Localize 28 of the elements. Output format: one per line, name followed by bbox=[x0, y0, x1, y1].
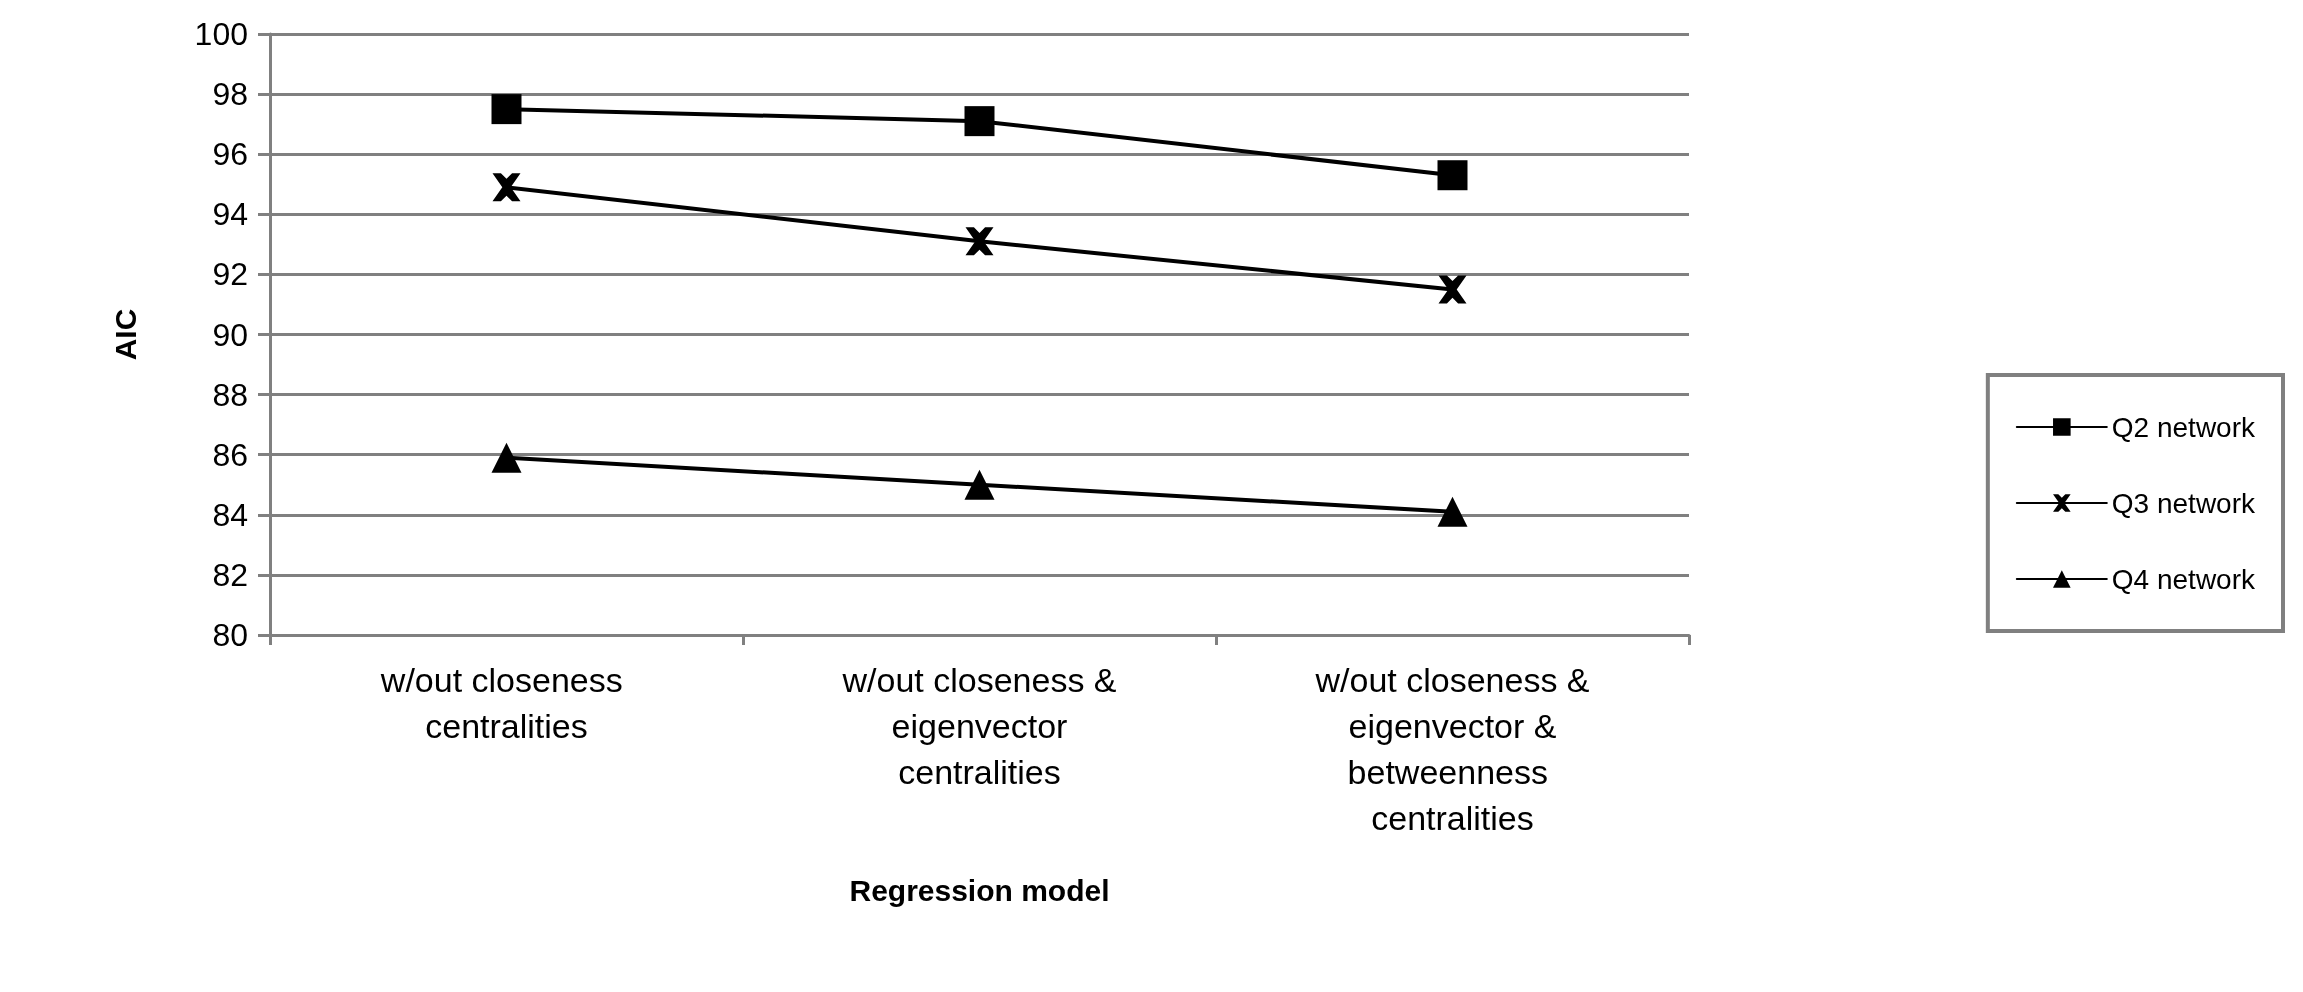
x-tick-label: w/out closeness & eigenvector centralities bbox=[841, 661, 1117, 791]
y-tick-label: 94 bbox=[212, 196, 248, 233]
point bbox=[1437, 496, 1468, 527]
y-tick-label: 96 bbox=[212, 136, 248, 173]
point bbox=[1437, 160, 1468, 191]
y-tick-label: 98 bbox=[212, 76, 248, 113]
x-tick-label: w/out closeness centralities bbox=[379, 661, 633, 745]
point bbox=[1438, 275, 1467, 304]
point bbox=[964, 469, 995, 500]
y-tick-label: 92 bbox=[212, 256, 248, 293]
y-tick-label: 100 bbox=[194, 16, 248, 52]
y-tick-label: 86 bbox=[212, 436, 248, 473]
legend-label: Q3 network bbox=[2111, 487, 2256, 519]
legend-label: Q4 network bbox=[2111, 563, 2256, 595]
y-tick-label: 84 bbox=[212, 496, 248, 533]
y-axis-title: AIC bbox=[108, 308, 142, 361]
y-tick-label: 82 bbox=[212, 556, 248, 593]
point bbox=[492, 173, 521, 202]
y-tick-label: 90 bbox=[212, 316, 248, 353]
point bbox=[491, 442, 522, 473]
point bbox=[964, 106, 995, 137]
y-tick-label: 88 bbox=[212, 376, 248, 413]
legend-label: Q2 network bbox=[2111, 411, 2256, 443]
y-tick-label: 80 bbox=[212, 617, 248, 653]
point bbox=[965, 227, 994, 256]
x-axis-title: Regression model bbox=[849, 873, 1110, 907]
point bbox=[491, 94, 522, 125]
x-tick-label: w/out closeness & eigenvector & betweenness centralities bbox=[1314, 661, 1590, 837]
